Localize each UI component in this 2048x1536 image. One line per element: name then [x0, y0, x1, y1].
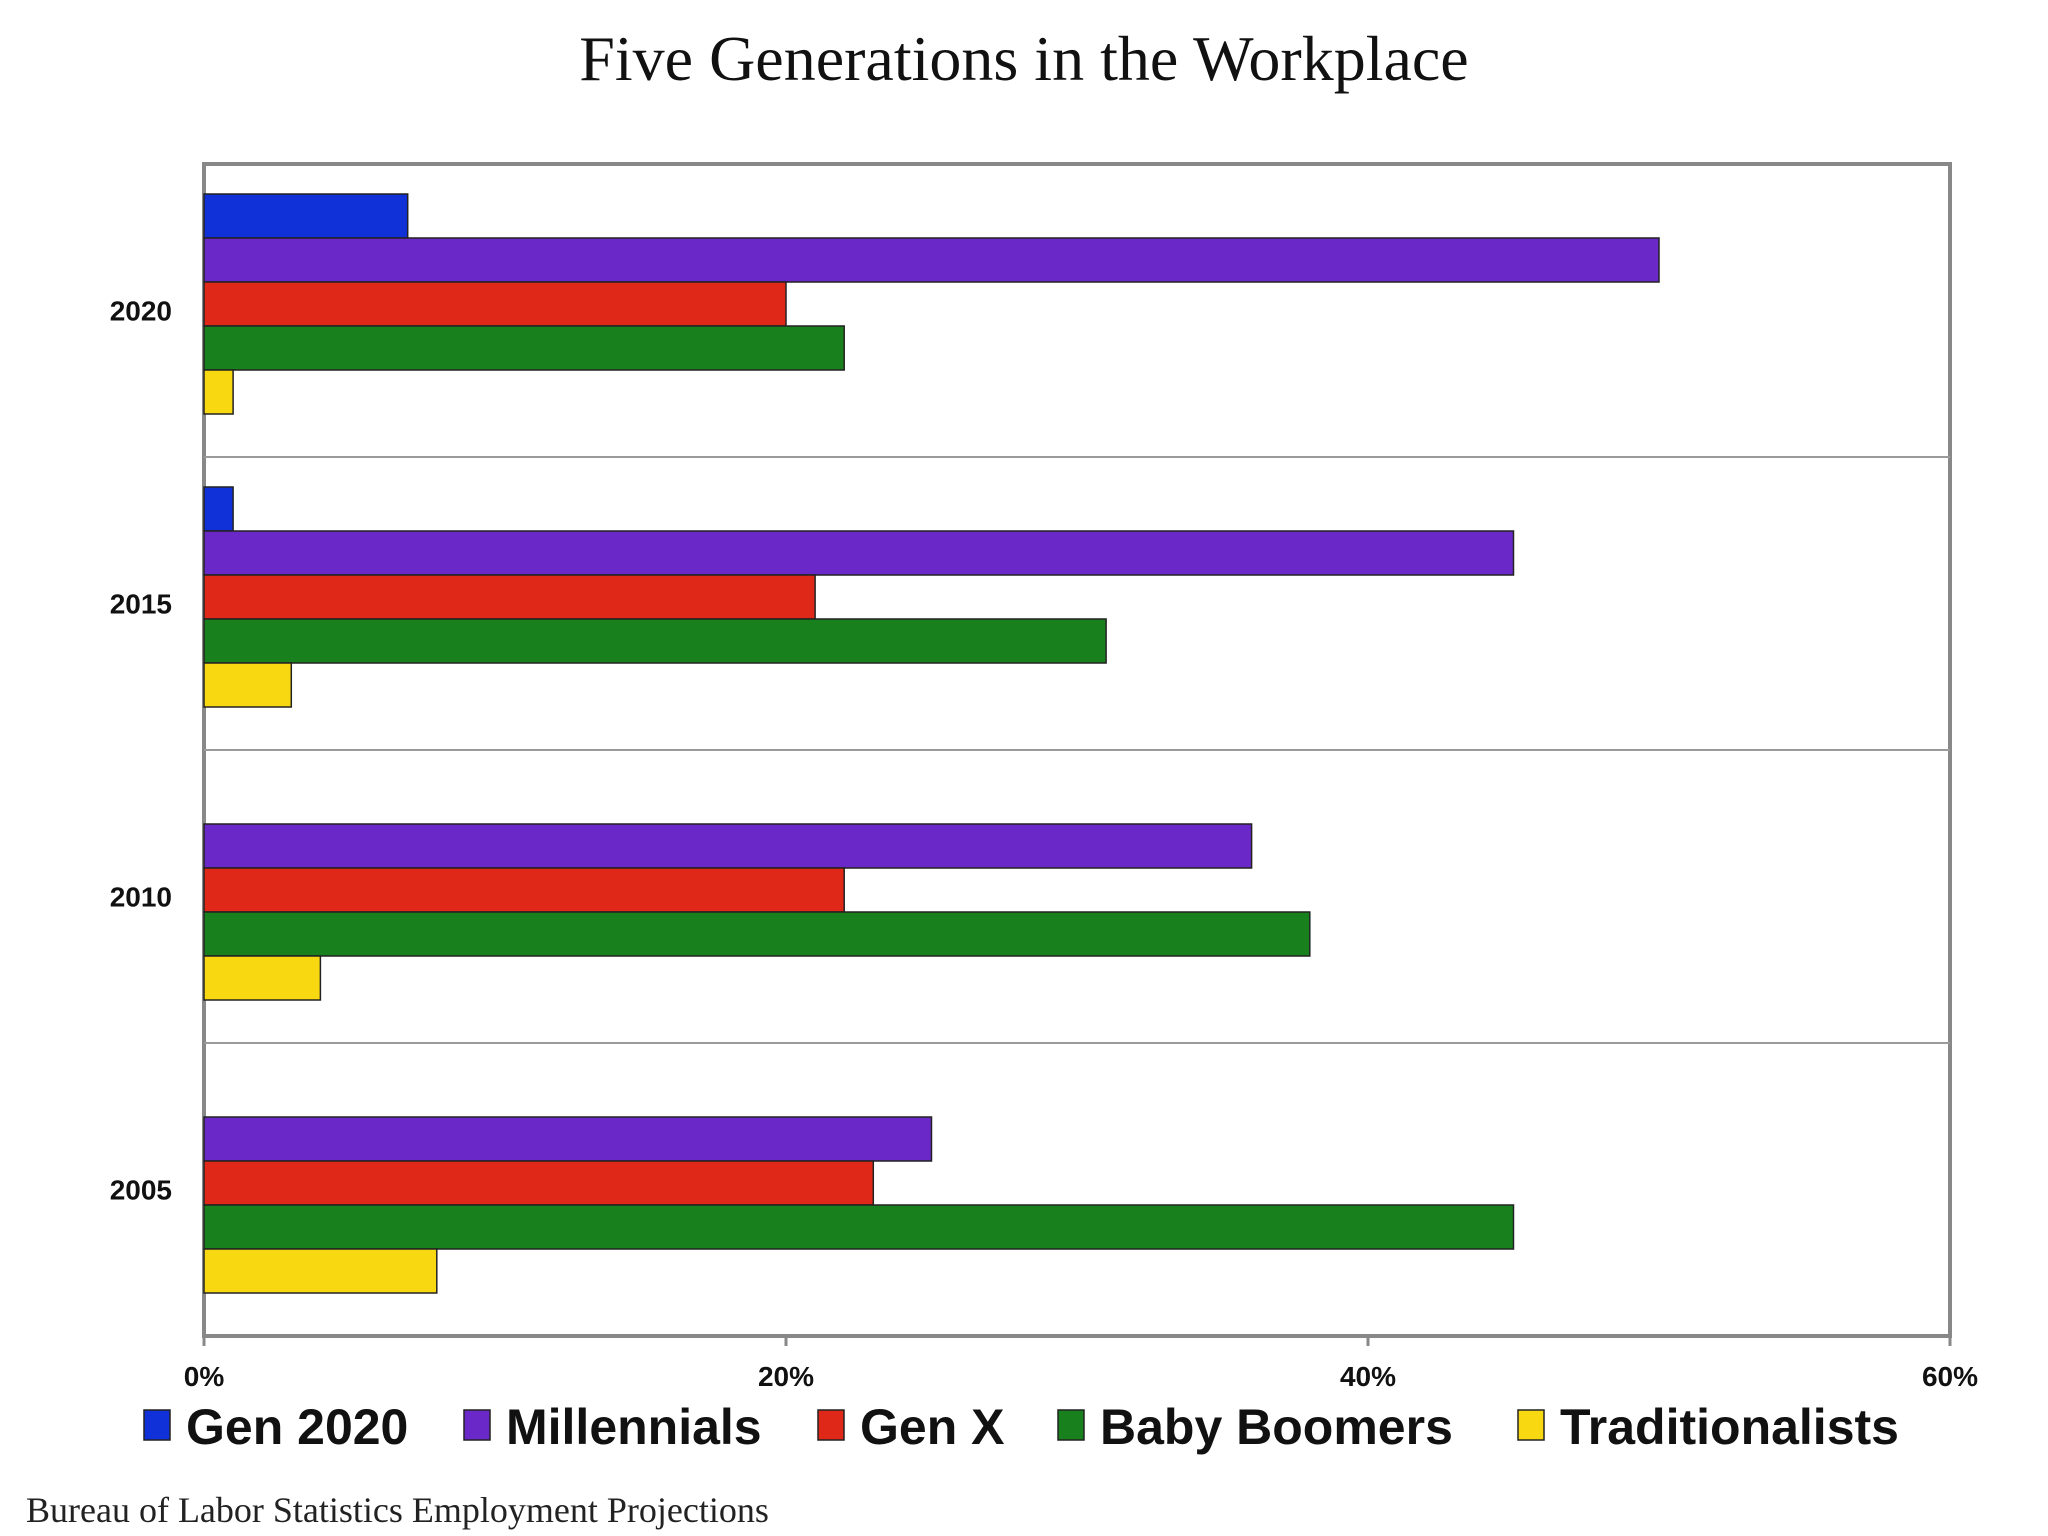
- bar-baby-boomers-2015: [203, 618, 1107, 664]
- x-tick-label-40: 40%: [1340, 1361, 1396, 1392]
- legend-label-millennials: Millennials: [506, 1399, 762, 1455]
- y-tick-label-2015: 2015: [110, 589, 172, 620]
- y-tick-label-2020: 2020: [110, 296, 172, 327]
- legend-label-gen-2020: Gen 2020: [186, 1399, 408, 1455]
- legend-swatch-baby-boomers: [1057, 1409, 1085, 1441]
- bar-millennials-2010: [203, 823, 1253, 869]
- y-tick-label-2010: 2010: [110, 882, 172, 913]
- legend-swatch-gen-2020: [143, 1409, 171, 1441]
- category-separators: [204, 456, 1950, 1044]
- x-axis-ticks: 0% 20% 40% 60%: [184, 1336, 1978, 1392]
- chart-title: Five Generations in the Workplace: [579, 23, 1468, 94]
- bar-baby-boomers-2010: [203, 911, 1311, 957]
- x-tick-label-60: 60%: [1922, 1361, 1978, 1392]
- legend-label-gen-x: Gen X: [860, 1399, 1004, 1455]
- bar-gen-x-2020: [203, 281, 787, 327]
- bar-millennials-2005: [203, 1116, 933, 1162]
- bar-gen-2020-2015: [203, 486, 234, 532]
- bar-gen-x-2005: [203, 1160, 875, 1206]
- bar-gen-x-2015: [203, 574, 816, 620]
- bar-baby-boomers-2005: [203, 1204, 1515, 1250]
- source-note: Bureau of Labor Statistics Employment Pr…: [26, 1490, 769, 1530]
- bar-millennials-2020: [203, 237, 1660, 283]
- bar-millennials-2015: [203, 530, 1515, 576]
- legend-swatch-traditionalists: [1517, 1409, 1545, 1441]
- x-tick-label-0: 0%: [184, 1361, 225, 1392]
- y-axis-labels: 2020 2015 2010 2005: [110, 296, 172, 1206]
- bar-gen-x-2010: [203, 867, 845, 913]
- legend: Gen 2020 Millennials Gen X Baby Boomers Trad…: [143, 1399, 1899, 1455]
- legend-label-baby-boomers: Baby Boomers: [1100, 1399, 1453, 1455]
- legend-swatch-gen-x: [817, 1409, 845, 1441]
- legend-swatch-millennials: [463, 1409, 491, 1441]
- bar-traditionalists-2005: [203, 1248, 438, 1294]
- bar-baby-boomers-2020: [203, 325, 845, 371]
- bars-layer: [203, 193, 1660, 1294]
- x-tick-label-20: 20%: [758, 1361, 814, 1392]
- bar-traditionalists-2010: [203, 955, 322, 1001]
- y-tick-label-2005: 2005: [110, 1175, 172, 1206]
- bar-traditionalists-2020: [203, 369, 234, 415]
- bar-traditionalists-2015: [203, 662, 293, 708]
- bar-gen-2020-2020: [203, 193, 409, 239]
- legend-label-traditionalists: Traditionalists: [1560, 1399, 1899, 1455]
